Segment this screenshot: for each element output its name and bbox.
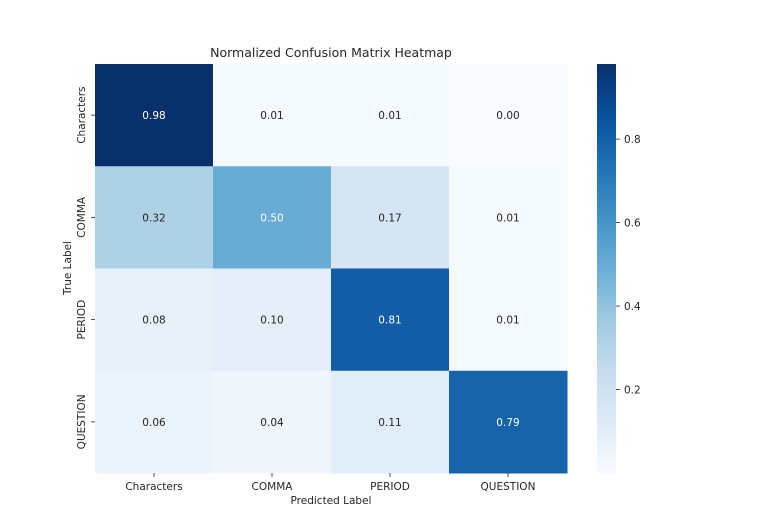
heatmap-cell — [95, 268, 214, 372]
heatmap-cell — [213, 64, 332, 167]
colorbar: 0.2 0.4 0.6 0.8 — [597, 64, 641, 473]
colorbar-gradient — [597, 64, 616, 473]
heatmap-cells — [95, 64, 568, 474]
y-axis-label: True Label — [62, 241, 74, 296]
cell-annotation: 0.50 — [260, 212, 283, 224]
y-tick-label: COMMA — [76, 196, 88, 238]
heatmap-cell — [331, 268, 450, 372]
colorbar-ticks: 0.2 0.4 0.6 0.8 — [616, 134, 641, 397]
cell-annotation: 0.01 — [496, 315, 519, 327]
x-tick-label: QUESTION — [481, 481, 536, 493]
x-tick-label: PERIOD — [370, 481, 410, 493]
cell-annotation: 0.81 — [378, 315, 401, 327]
x-tick-label: Characters — [125, 481, 182, 493]
chart-title: Normalized Confusion Matrix Heatmap — [210, 45, 452, 60]
heatmap-cell — [449, 268, 568, 372]
colorbar-tick-label: 0.4 — [624, 301, 641, 313]
heatmap-cell — [95, 64, 214, 167]
y-axis-ticks: Characters COMMA PERIOD QUESTION — [76, 86, 95, 449]
heatmap-cell — [95, 370, 214, 474]
heatmap-cell — [449, 64, 568, 167]
heatmap-cell — [213, 370, 332, 474]
cell-annotation: 0.00 — [496, 110, 519, 122]
cell-annotation: 0.10 — [260, 315, 283, 327]
y-tick-label: PERIOD — [76, 300, 88, 340]
colorbar-tick-label: 0.8 — [624, 134, 641, 146]
heatmap-cell — [449, 166, 568, 269]
cell-annotation: 0.17 — [378, 212, 401, 224]
cell-annotation: 0.01 — [378, 110, 401, 122]
colorbar-tick-label: 0.6 — [624, 218, 641, 230]
x-tick-label: COMMA — [252, 481, 294, 493]
cell-annotation: 0.11 — [378, 417, 401, 429]
heatmap-cell — [331, 370, 450, 474]
cell-annotation: 0.79 — [496, 417, 519, 429]
heatmap-annotations: 0.98 0.01 0.01 0.00 0.32 0.50 0.17 0.01 0.08 0.10… — [142, 110, 519, 429]
x-axis-label: Predicted Label — [291, 495, 372, 507]
cell-annotation: 0.04 — [260, 417, 284, 429]
heatmap-cell — [213, 268, 332, 372]
heatmap-cell — [331, 166, 450, 269]
cell-annotation: 0.32 — [142, 212, 165, 224]
cell-annotation: 0.08 — [142, 315, 165, 327]
colorbar-tick-label: 0.2 — [624, 385, 641, 397]
heatmap-cell — [95, 166, 214, 269]
heatmap-cell — [331, 64, 450, 167]
heatmap-cell — [449, 370, 568, 474]
x-axis-ticks: Characters COMMA PERIOD QUESTION — [125, 473, 535, 493]
cell-annotation: 0.01 — [260, 110, 283, 122]
heatmap-cell — [213, 166, 332, 269]
y-tick-label: Characters — [76, 86, 88, 143]
y-tick-label: QUESTION — [76, 394, 88, 449]
cell-annotation: 0.06 — [142, 417, 166, 429]
cell-annotation: 0.98 — [142, 110, 165, 122]
cell-annotation: 0.01 — [496, 212, 519, 224]
